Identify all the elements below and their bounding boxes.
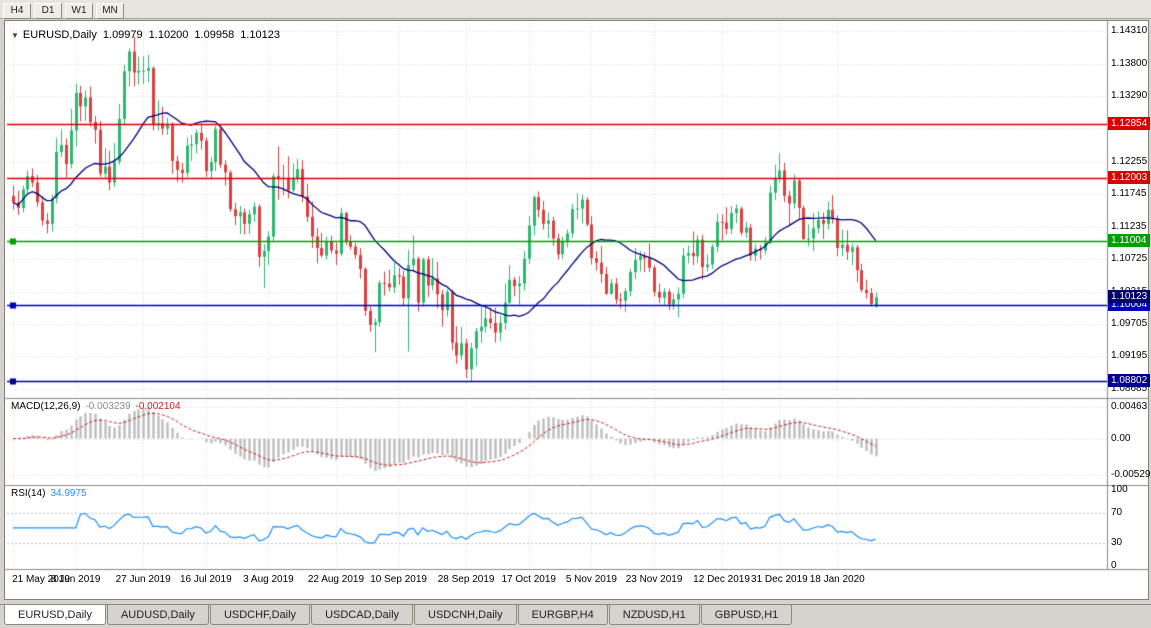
time-axis-label: 22 Aug 2019 <box>307 574 365 585</box>
time-axis-label: 27 Jun 2019 <box>115 574 171 585</box>
price-scale-label: 1.13290 <box>1111 90 1148 102</box>
ohlc-low: 1.09958 <box>194 29 235 41</box>
macd-scale-label: 0.00463 <box>1111 400 1148 412</box>
macd-scale-label: 0.00 <box>1111 432 1131 444</box>
chart-symbol-period: EURUSD,Daily <box>22 29 97 41</box>
chart-canvas[interactable] <box>5 21 1148 599</box>
level-price-tag: 1.11004 <box>1108 234 1150 248</box>
current-price-tag: 1.10123 <box>1108 290 1150 304</box>
time-axis-label: 18 Jan 2020 <box>809 574 865 585</box>
chart-tab-bar: EURUSD,Daily AUDUSD,Daily USDCHF,Daily USDC… <box>0 604 1151 628</box>
macd-label: MACD(12,26,9) -0.003239 -0.002104 <box>11 401 186 412</box>
time-axis-label: 5 Nov 2019 <box>565 574 617 585</box>
time-axis-label: 23 Nov 2019 <box>625 574 683 585</box>
rsi-scale-label: 30 <box>1111 537 1123 549</box>
symbol-dropdown-icon[interactable]: ▼ <box>11 31 19 40</box>
price-scale-label: 1.11745 <box>1111 188 1147 200</box>
time-axis-label: 17 Oct 2019 <box>501 574 556 585</box>
time-axis-label: 10 Sep 2019 <box>370 574 427 585</box>
time-axis-label: 8 Jun 2019 <box>50 574 101 585</box>
macd-signal-value: -0.002104 <box>135 401 181 412</box>
chart-tab-nzdusd[interactable]: NZDUSD,H1 <box>608 605 700 625</box>
chart-title: ▼ EURUSD,Daily 1.09979 1.10200 1.09958 1.1012… <box>11 29 286 41</box>
rsi-value: 34.9975 <box>50 488 87 499</box>
rsi-scale-label: 100 <box>1111 483 1128 495</box>
chart-tab-usdchf[interactable]: USDCHF,Daily <box>209 605 311 625</box>
rsi-name: RSI(14) <box>11 488 46 499</box>
ohlc-high: 1.10200 <box>148 29 189 41</box>
chart-tab-usdcnh[interactable]: USDCNH,Daily <box>414 605 517 625</box>
level-price-tag: 1.12854 <box>1108 116 1150 130</box>
price-scale-label: 1.14310 <box>1111 25 1148 37</box>
time-axis-label: 21 May 2019 <box>12 574 70 585</box>
time-axis-label: 12 Dec 2019 <box>693 574 750 585</box>
rsi-label: RSI(14) 34.9975 <box>11 488 92 499</box>
time-axis-label: 3 Aug 2019 <box>243 574 294 585</box>
level-price-tag: 1.12003 <box>1108 170 1150 184</box>
ohlc-close: 1.10123 <box>240 29 280 41</box>
timeframe-button-h4[interactable]: H4 <box>3 3 31 19</box>
rsi-scale-label: 70 <box>1111 506 1123 518</box>
price-scale-label: 1.13800 <box>1111 57 1148 69</box>
timeframe-button-mn[interactable]: MN <box>96 3 124 19</box>
price-scale-label: 1.10725 <box>1111 253 1148 265</box>
price-scale-label: 1.09705 <box>1111 317 1148 329</box>
level-price-tag: 1.08802 <box>1108 374 1150 388</box>
time-axis-label: 31 Dec 2019 <box>751 574 808 585</box>
price-scale-label: 1.11235 <box>1111 220 1147 232</box>
price-scale-label: 1.12255 <box>1111 155 1148 167</box>
macd-main-value: -0.003239 <box>85 401 131 412</box>
macd-name: MACD(12,26,9) <box>11 401 81 412</box>
rsi-scale-label: 0 <box>1111 559 1117 571</box>
time-axis-label: 16 Jul 2019 <box>179 574 232 585</box>
chart-tab-eurusd[interactable]: EURUSD,Daily <box>4 605 106 625</box>
macd-scale-label: -0.00529 <box>1111 468 1151 480</box>
time-axis-label: 28 Sep 2019 <box>437 574 495 585</box>
chart-tab-eurgbp[interactable]: EURGBP,H4 <box>517 605 608 625</box>
chart-window: ▼ EURUSD,Daily 1.09979 1.10200 1.09958 1.1012… <box>4 20 1151 600</box>
chart-tab-audusd[interactable]: AUDUSD,Daily <box>106 605 209 625</box>
timeframe-button-d1[interactable]: D1 <box>34 3 62 19</box>
chart-tab-usdcad[interactable]: USDCAD,Daily <box>311 605 414 625</box>
ohlc-open: 1.09979 <box>102 29 143 41</box>
timeframe-button-w1[interactable]: W1 <box>65 3 93 19</box>
price-scale-label: 1.08685 <box>1111 382 1148 394</box>
price-scale-label: 1.09195 <box>1111 350 1148 362</box>
chart-tab-gbpusd[interactable]: GBPUSD,H1 <box>700 605 793 625</box>
timeframe-toolbar: H4 D1 W1 MN <box>0 0 1151 19</box>
